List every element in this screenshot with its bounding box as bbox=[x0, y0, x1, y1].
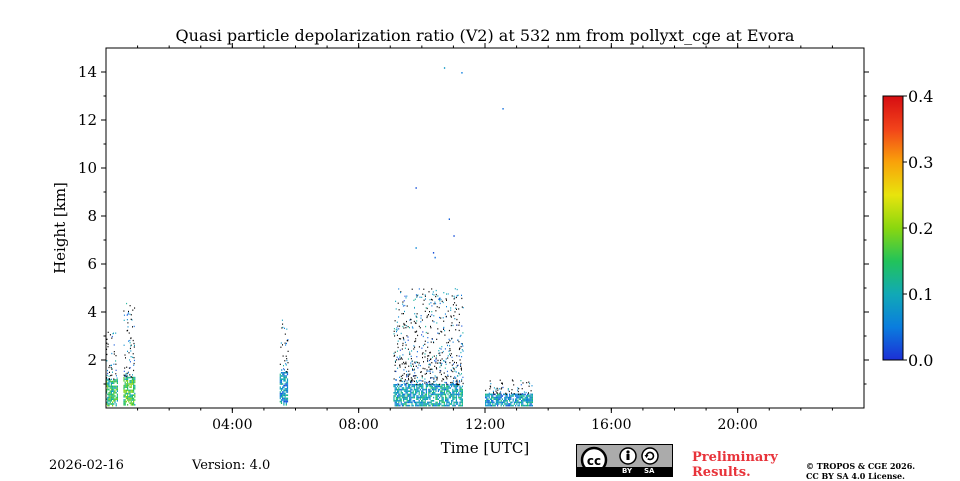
x-tick-label-1: 08:00 bbox=[338, 417, 378, 433]
axes-layer: 04:00 08:00 12:00 16:00 20:00 2 4 6 8 10 12 14 bbox=[78, 43, 869, 433]
data-cluster-3 bbox=[393, 288, 464, 407]
cc-by-label: BY bbox=[622, 467, 633, 475]
isolated-point-2 bbox=[502, 108, 504, 110]
y-tick-label-0: 2 bbox=[87, 351, 97, 369]
preliminary-line-1: Preliminary bbox=[692, 450, 778, 465]
colorbar-tick-label-2: 0.2 bbox=[908, 219, 933, 238]
data-cluster-0 bbox=[106, 331, 118, 407]
footer-version: Version: 4.0 bbox=[192, 458, 271, 473]
y-axis-label: Height [km] bbox=[51, 182, 69, 274]
data-cluster-4 bbox=[485, 379, 533, 407]
colorbar-tick-label-1: 0.1 bbox=[908, 285, 933, 304]
colorbar bbox=[882, 95, 904, 361]
cc-sa-icon bbox=[641, 447, 659, 465]
x-tick-label-3: 16:00 bbox=[591, 417, 631, 433]
isolated-point-1 bbox=[461, 72, 463, 74]
x-axis-label: Time [UTC] bbox=[441, 439, 530, 457]
y-tick-label-3: 8 bbox=[87, 207, 97, 225]
isolated-point-0 bbox=[443, 67, 446, 69]
plot-data-layer bbox=[106, 67, 533, 407]
isolated-point-9 bbox=[439, 297, 441, 300]
y-tick-label-4: 10 bbox=[78, 159, 97, 177]
colorbar-tick-label-4: 0.4 bbox=[908, 87, 933, 106]
isolated-point-3 bbox=[415, 187, 417, 189]
copyright-line-1: © TROPOS & CGE 2026. bbox=[806, 461, 916, 471]
preliminary-notice: Preliminary Results. bbox=[692, 450, 778, 480]
isolated-point-7 bbox=[432, 252, 435, 254]
chart-title: Quasi particle depolarization ratio (V2)… bbox=[176, 26, 795, 45]
cc-logo-text: cc bbox=[587, 454, 601, 468]
preliminary-line-2: Results. bbox=[692, 465, 751, 480]
cc-license-badge: cc BY SA bbox=[576, 444, 673, 477]
colorbar-tick-label-0: 0.0 bbox=[908, 351, 933, 370]
x-tick-label-0: 04:00 bbox=[212, 417, 252, 433]
data-cluster-1 bbox=[123, 302, 136, 406]
isolated-points bbox=[415, 67, 504, 300]
y-tick-label-6: 14 bbox=[78, 63, 97, 81]
footer-date: 2026-02-16 bbox=[49, 458, 124, 473]
x-tick-label-2: 12:00 bbox=[465, 417, 505, 433]
isolated-point-5 bbox=[453, 235, 455, 237]
y-tick-label-1: 4 bbox=[87, 303, 97, 321]
cc-sa-label: SA bbox=[644, 467, 655, 475]
isolated-point-8 bbox=[434, 256, 436, 259]
y-tick-label-2: 6 bbox=[87, 255, 97, 273]
colorbar-ticks: 0.0 0.1 0.2 0.3 0.4 bbox=[903, 87, 933, 370]
isolated-point-4 bbox=[448, 218, 450, 220]
colorbar-tick-label-3: 0.3 bbox=[908, 153, 933, 172]
plot-frame bbox=[105, 47, 865, 409]
copyright-notice: © TROPOS & CGE 2026. CC BY SA 4.0 Licens… bbox=[806, 461, 915, 481]
copyright-line-2: CC BY SA 4.0 License. bbox=[806, 471, 905, 481]
data-cluster-2 bbox=[279, 319, 289, 406]
y-tick-label-5: 12 bbox=[78, 111, 97, 129]
x-tick-label-4: 20:00 bbox=[717, 417, 757, 433]
isolated-point-6 bbox=[415, 247, 417, 249]
